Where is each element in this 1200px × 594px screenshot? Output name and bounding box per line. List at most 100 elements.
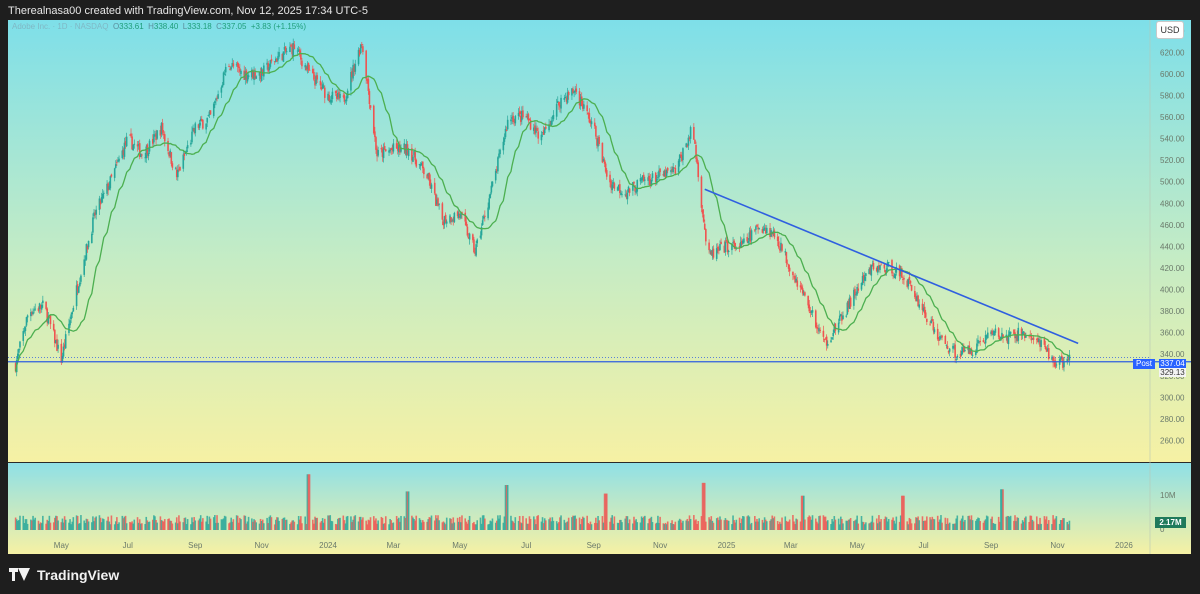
- volume-bar: [473, 521, 475, 530]
- candle-body: [663, 170, 666, 176]
- candle-body: [197, 124, 200, 128]
- candle-body: [351, 71, 353, 77]
- candle-body: [268, 67, 271, 71]
- change-value: +3.83 (+1.15%): [250, 22, 307, 31]
- volume-bar: [582, 516, 584, 530]
- candle-body: [650, 180, 653, 186]
- candle-body: [125, 136, 128, 147]
- candle-body: [854, 289, 856, 296]
- candle-body: [156, 130, 158, 139]
- volume-bar: [771, 515, 774, 530]
- candle-body: [466, 226, 469, 236]
- volume-bar: [129, 521, 131, 530]
- candle-body: [880, 264, 882, 266]
- volume-bar: [465, 521, 468, 530]
- volume-bar: [411, 515, 413, 530]
- candle-body: [825, 336, 828, 346]
- volume-bar: [548, 519, 550, 530]
- time-tick-label: Mar: [784, 541, 798, 550]
- volume-bar: [892, 517, 894, 530]
- volume-bar: [1061, 520, 1063, 530]
- candle-body: [769, 227, 771, 237]
- candle-body: [715, 248, 718, 259]
- candle-body: [69, 320, 71, 326]
- candle-body: [236, 62, 239, 67]
- volume-bar: [694, 520, 696, 530]
- volume-bar: [933, 519, 936, 530]
- price-tick-label: 260.00: [1160, 436, 1185, 445]
- candle-body: [758, 228, 760, 229]
- volume-bar: [404, 517, 407, 530]
- candle-body: [857, 288, 860, 291]
- volume-bar: [518, 516, 521, 530]
- candle-body: [163, 134, 166, 142]
- volume-bar: [1039, 517, 1041, 530]
- volume-bar: [1066, 521, 1069, 530]
- price-tick-label: 580.00: [1160, 91, 1185, 100]
- candle-body: [907, 278, 910, 287]
- volume-bar: [758, 518, 760, 530]
- volume-bar: [779, 521, 781, 530]
- volume-bar: [649, 518, 652, 530]
- volume-bar: [595, 517, 597, 530]
- volume-bar: [52, 522, 55, 530]
- candle-body: [228, 66, 230, 68]
- volume-bar: [60, 522, 63, 530]
- volume-bar: [481, 515, 484, 530]
- volume-bar: [276, 517, 278, 530]
- volume-bar: [428, 517, 431, 530]
- volume-bar: [374, 520, 376, 530]
- time-tick-label: May: [54, 541, 69, 550]
- candle-body: [191, 131, 193, 143]
- ohlc-legend[interactable]: Adobe Inc. · 1D · NASDAQ O333.61 H338.40…: [12, 22, 306, 31]
- volume-bar: [757, 521, 759, 530]
- candle-body: [145, 146, 148, 159]
- volume-bar: [490, 521, 493, 530]
- volume-bar: [26, 523, 29, 530]
- tradingview-logo-icon: [9, 568, 31, 582]
- candle-body: [61, 355, 64, 362]
- volume-bar: [266, 517, 268, 530]
- volume-bar: [63, 516, 66, 530]
- volume-bar: [893, 520, 895, 530]
- volume-bar: [354, 515, 357, 530]
- candle-body: [824, 337, 827, 339]
- candle-body: [1035, 339, 1038, 340]
- candle-body: [527, 114, 530, 121]
- volume-bar: [838, 524, 841, 530]
- candle-body: [474, 252, 476, 254]
- volume-bar: [480, 523, 483, 530]
- volume-bar: [1055, 516, 1058, 530]
- candle-body: [786, 263, 789, 265]
- candle-body: [787, 264, 790, 269]
- candle-body: [290, 44, 292, 47]
- volume-bar: [733, 520, 735, 530]
- volume-bar: [959, 520, 962, 530]
- volume-bar: [117, 524, 119, 530]
- candle-body: [985, 336, 988, 337]
- tradingview-brand[interactable]: TradingView: [9, 566, 119, 584]
- candle-body: [169, 150, 172, 156]
- candle-body: [617, 184, 620, 190]
- candle-body: [98, 198, 101, 210]
- candle-body: [910, 284, 913, 291]
- volume-bar: [944, 517, 947, 530]
- volume-bar: [542, 523, 545, 530]
- volume-bar: [861, 521, 864, 530]
- volume-bar: [550, 521, 553, 530]
- currency-button[interactable]: USD: [1156, 21, 1184, 39]
- candle-body: [442, 221, 445, 226]
- volume-bar: [749, 524, 752, 530]
- volume-bar: [640, 516, 643, 530]
- candle-body: [856, 287, 858, 295]
- volume-bar: [641, 517, 644, 530]
- volume-bar: [705, 521, 707, 530]
- volume-bar: [179, 521, 181, 530]
- candle-body: [400, 147, 402, 152]
- volume-bar: [834, 519, 837, 530]
- candle-body: [32, 311, 34, 315]
- volume-pane-background: [8, 463, 1191, 554]
- volume-bar: [237, 522, 240, 530]
- candle-body: [1016, 335, 1018, 341]
